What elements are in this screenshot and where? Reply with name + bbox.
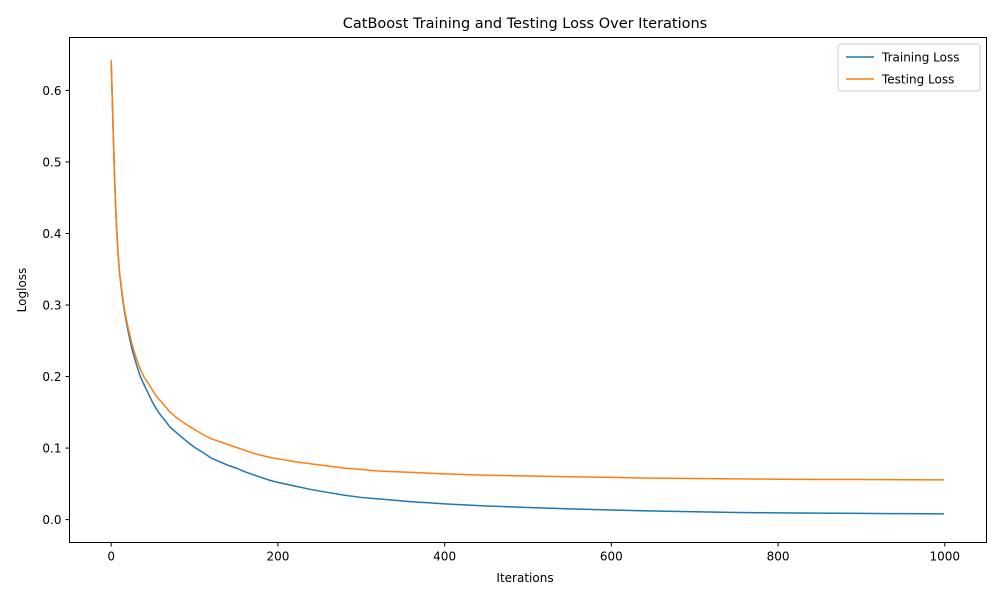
legend-label-training: Training Loss <box>881 51 959 65</box>
x-tick-label: 0 <box>107 550 115 564</box>
legend: Training Loss Testing Loss <box>837 43 981 92</box>
series-layer <box>110 60 944 515</box>
x-axis: 0 200 400 600 800 1000 <box>107 542 961 564</box>
y-tick-label: 0.6 <box>42 84 61 98</box>
y-tick-label: 0.5 <box>42 155 61 169</box>
x-tick-label: 600 <box>600 550 623 564</box>
x-axis-label: Iterations <box>496 571 553 585</box>
y-axis-label: Logloss <box>15 268 29 313</box>
x-tick-label: 200 <box>266 550 289 564</box>
chart-title: CatBoost Training and Testing Loss Over … <box>343 16 708 32</box>
y-tick-label: 0.3 <box>42 299 61 313</box>
testing-loss-line <box>110 60 944 481</box>
x-tick-label: 400 <box>433 550 456 564</box>
y-tick-label: 0.1 <box>42 442 61 456</box>
y-tick-label: 0.4 <box>42 227 61 241</box>
y-tick-label: 0.2 <box>42 370 61 384</box>
training-loss-line <box>110 60 944 515</box>
plot-frame <box>69 37 987 543</box>
y-axis: 0.0 0.1 0.2 0.3 0.4 0.5 0.6 <box>42 84 70 527</box>
x-tick-label: 1000 <box>930 550 961 564</box>
legend-label-testing: Testing Loss <box>881 73 954 87</box>
y-tick-label: 0.0 <box>42 513 61 527</box>
x-tick-label: 800 <box>767 550 790 564</box>
